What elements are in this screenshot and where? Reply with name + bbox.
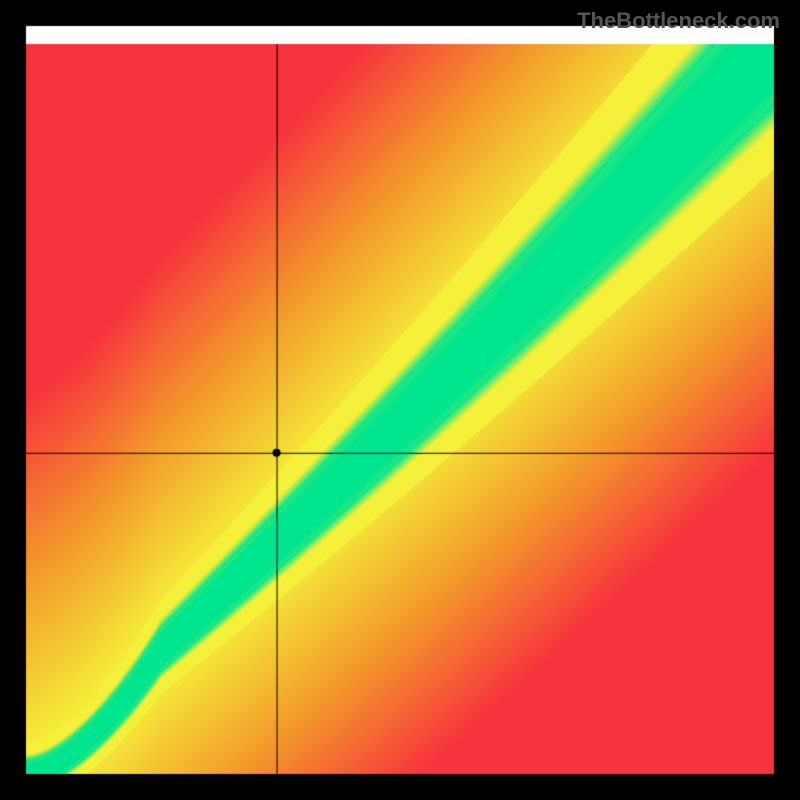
watermark-text: TheBottleneck.com xyxy=(577,8,780,34)
heatmap-canvas xyxy=(0,0,800,800)
